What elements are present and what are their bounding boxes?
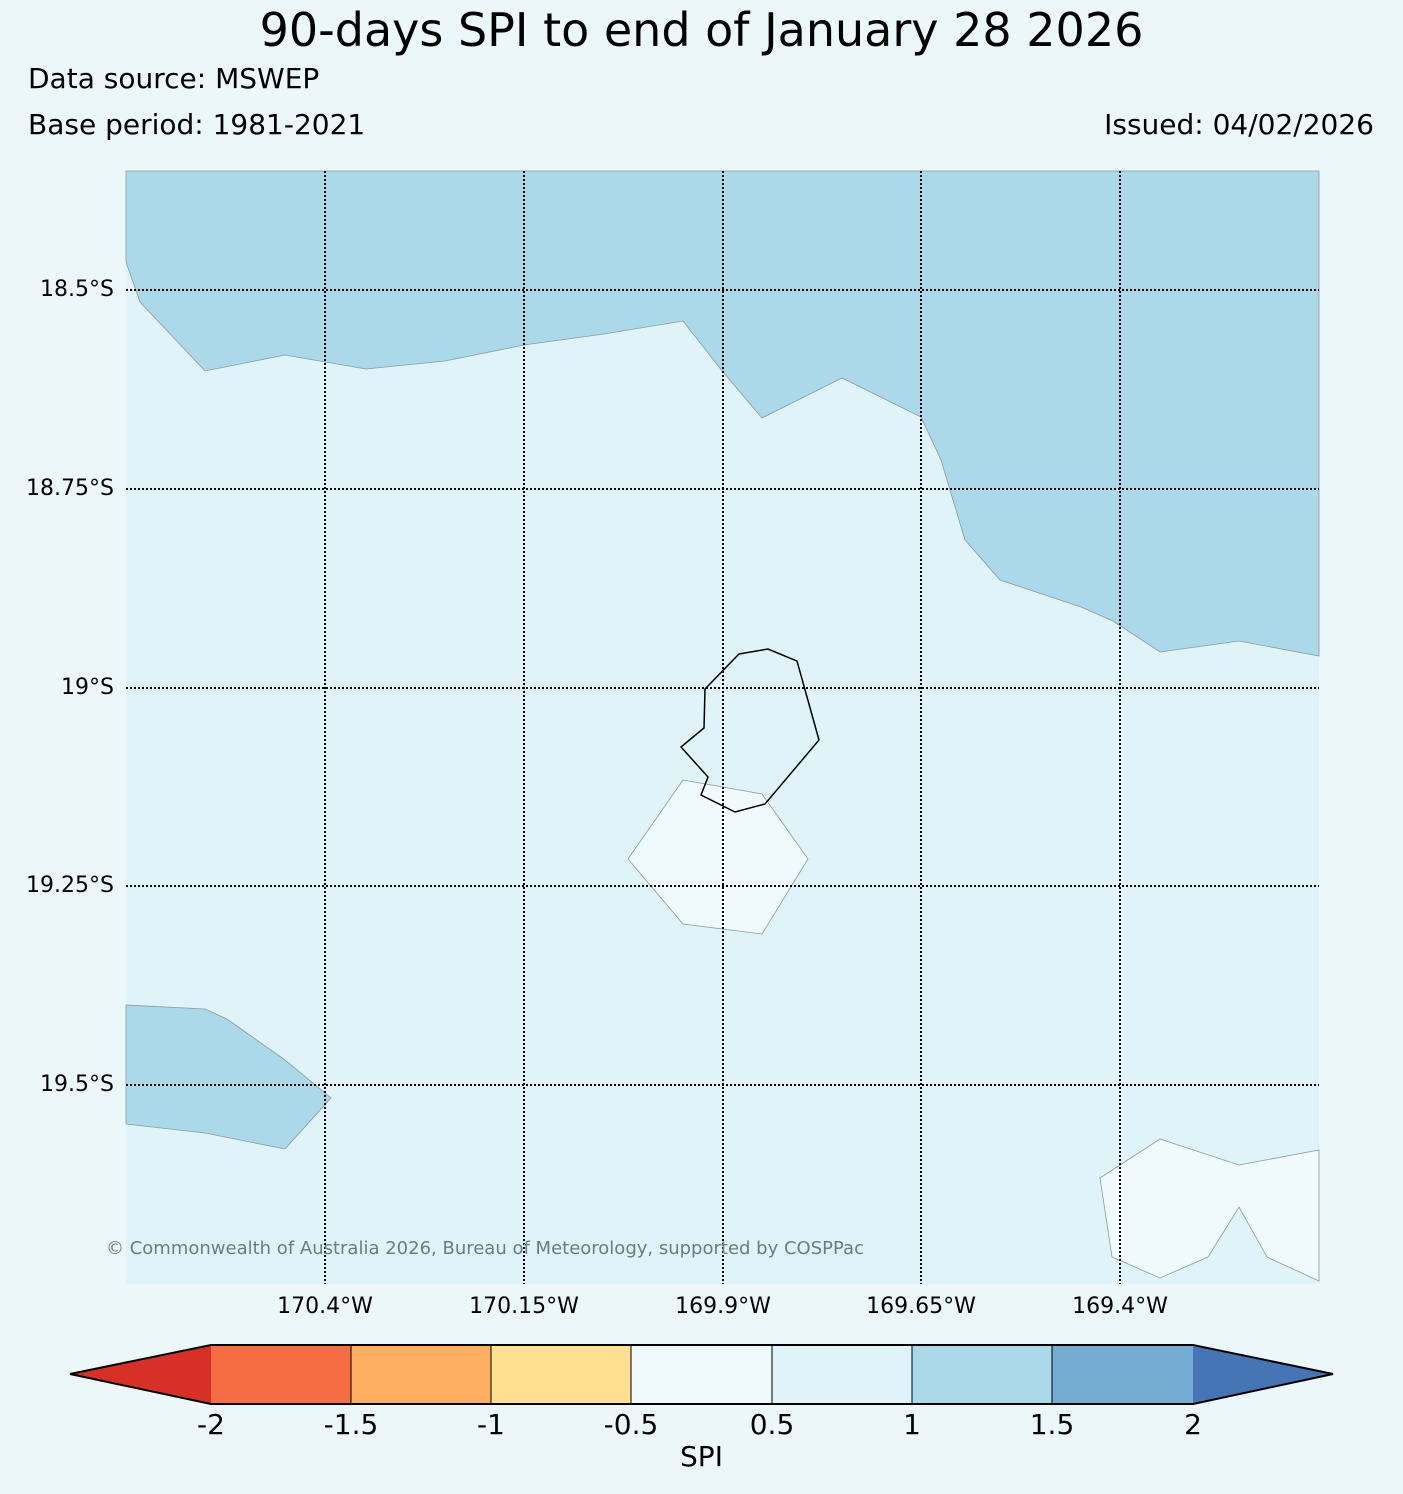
colorbar-extend-max [1193, 1345, 1333, 1404]
colorbar-segment-3 [491, 1345, 631, 1404]
colorbar-extend-min [70, 1345, 211, 1404]
colorbar-segment-6 [912, 1345, 1052, 1404]
lon-label: 170.15°W [469, 1294, 579, 1319]
lat-label: 18.5°S [40, 277, 114, 302]
colorbar-tick-label: -2 [197, 1408, 225, 1441]
lat-label: 19.5°S [40, 1072, 114, 1097]
data-source-text: Data source: MSWEP [28, 62, 320, 95]
lon-label: 169.4°W [1072, 1294, 1168, 1319]
colorbar-tick-label: -1.5 [323, 1408, 379, 1441]
colorbar-tick-label: -0.5 [603, 1408, 659, 1441]
lon-label: 170.4°W [277, 1294, 373, 1319]
colorbar-segment-2 [351, 1345, 491, 1404]
lon-label: 169.9°W [675, 1294, 771, 1319]
issued-date-text: Issued: 04/02/2026 [1104, 108, 1374, 141]
colorbar-tick-label: 0.5 [749, 1408, 795, 1441]
lat-label: 19°S [61, 675, 114, 700]
central-near-normal-region [627, 779, 809, 935]
colorbar-dividers [350, 1345, 1053, 1404]
southeast-near-normal-region [1099, 1138, 1320, 1282]
colorbar-segment-4 [631, 1345, 772, 1404]
page-title: 90-days SPI to end of January 28 2026 [259, 3, 1144, 57]
copyright-notice: © Commonwealth of Australia 2026, Bureau… [106, 1238, 864, 1259]
lat-label: 19.25°S [26, 873, 114, 898]
colorbar-segment-1 [211, 1345, 351, 1404]
base-period-text: Base period: 1981-2021 [28, 108, 366, 141]
lat-label: 18.75°S [26, 476, 114, 501]
colorbar-outline [69, 1344, 1334, 1405]
colorbar-tick-label: 1.5 [1029, 1408, 1075, 1441]
southwest-wet-region [125, 1004, 332, 1150]
island-coastline [679, 648, 820, 813]
colorbar-tick-label: 2 [1184, 1408, 1202, 1441]
longitude-gridlines [324, 171, 1121, 1284]
colorbar-tick-label: -1 [477, 1408, 505, 1441]
north-wet-region [125, 170, 1320, 657]
colorbar-title: SPI [680, 1440, 723, 1473]
colorbar-segment-7 [1052, 1345, 1193, 1404]
colorbar [69, 1344, 1334, 1405]
colorbar-segment-5 [772, 1345, 912, 1404]
lon-label: 169.65°W [866, 1294, 976, 1319]
colorbar-tick-label: 1 [903, 1408, 921, 1441]
